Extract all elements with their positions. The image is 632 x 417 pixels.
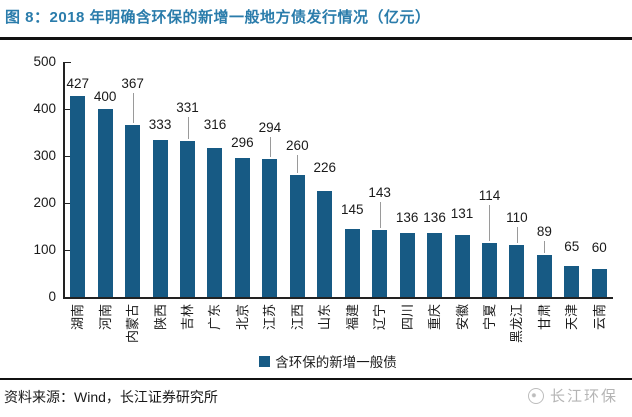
x-axis-label: 北京 <box>234 304 250 331</box>
legend-label: 含环保的新增一般债 <box>275 355 397 370</box>
x-axis-label: 内蒙古 <box>125 304 141 344</box>
label-leader-line <box>269 136 271 157</box>
y-axis-tick-label: 300 <box>33 148 56 163</box>
bar-value-label: 400 <box>93 89 117 104</box>
y-axis-tick-label: 0 <box>48 289 56 304</box>
bar <box>481 243 497 297</box>
bar <box>399 233 415 297</box>
bar-value-label: 143 <box>368 184 391 200</box>
bar <box>536 255 552 297</box>
bar-value-label: 333 <box>148 117 172 133</box>
bar <box>152 140 168 297</box>
bar-value-label: 60 <box>591 239 607 255</box>
x-axis-label: 广东 <box>207 304 223 331</box>
y-axis-tick-label: 100 <box>33 242 56 257</box>
x-axis-label: 宁夏 <box>481 304 497 331</box>
x-axis-label: 山东 <box>317 304 333 331</box>
bar-value-label: 296 <box>231 134 254 150</box>
bar <box>344 228 360 297</box>
bar-value-label: 136 <box>395 210 419 226</box>
bottom-divider <box>0 378 632 380</box>
y-axis-tick <box>65 203 71 204</box>
label-leader-line <box>297 154 299 173</box>
label-leader-line <box>187 117 189 140</box>
x-axis-label: 安徽 <box>454 304 470 331</box>
y-axis-tick <box>65 62 71 63</box>
bar <box>262 158 278 297</box>
bar-value-label: 114 <box>478 188 501 204</box>
label-leader-line <box>544 241 546 254</box>
x-axis-label: 江西 <box>289 304 305 331</box>
x-axis-label: 河南 <box>97 304 113 331</box>
label-leader-line <box>489 205 491 242</box>
y-axis-tick <box>65 156 71 157</box>
x-axis-label: 甘肃 <box>536 304 552 331</box>
y-axis-tick <box>65 109 71 110</box>
brand-logo: 长江环保 <box>527 385 618 406</box>
x-axis-label: 吉林 <box>180 304 196 331</box>
x-axis-label: 湖南 <box>70 304 86 331</box>
bar <box>317 190 333 297</box>
bar-value-label: 331 <box>176 100 199 116</box>
figure-title: 图 8：2018 年明确含环保的新增一般地方债发行情况（亿元） <box>5 9 431 26</box>
top-divider <box>0 37 632 40</box>
bar <box>564 266 580 297</box>
bar-value-label: 131 <box>450 206 474 222</box>
bar <box>180 141 196 297</box>
label-leader-line <box>132 92 134 123</box>
legend-marker <box>259 355 271 367</box>
bar-value-label: 136 <box>423 210 446 226</box>
source-note: 资料来源：Wind，长江证券研究所 <box>4 389 218 405</box>
y-axis-line <box>63 62 65 299</box>
brand-logo-text: 长江环保 <box>549 388 618 405</box>
x-axis-label: 江苏 <box>262 304 278 331</box>
bar-value-label: 316 <box>203 117 227 133</box>
bar <box>125 124 141 297</box>
x-axis-label: 重庆 <box>427 304 443 331</box>
bar <box>70 96 86 297</box>
bar-value-label: 294 <box>258 119 282 135</box>
y-axis-tick <box>65 250 71 251</box>
x-axis-label: 云南 <box>591 304 607 331</box>
bar-value-label: 145 <box>340 201 364 217</box>
bar <box>372 229 388 297</box>
bar <box>427 233 443 297</box>
bar-value-label: 427 <box>66 76 89 92</box>
label-leader-line <box>516 227 518 244</box>
bar-chart: 0 100 200 300 400 500 427 湖南 400 河南 367 内蒙古 333 陕西 331… <box>33 54 613 344</box>
bar <box>591 268 607 297</box>
bar-value-label: 65 <box>564 239 580 255</box>
x-axis-label: 辽宁 <box>372 304 388 331</box>
x-axis-line <box>63 297 613 299</box>
y-axis-tick-label: 400 <box>33 101 56 116</box>
x-axis-label: 福建 <box>344 304 360 331</box>
bar-value-label: 226 <box>313 159 337 175</box>
brand-logo-icon <box>527 387 544 404</box>
x-axis-label: 陕西 <box>152 304 168 331</box>
x-axis-label: 黑龙江 <box>509 304 525 344</box>
bar-value-label: 260 <box>286 137 309 153</box>
label-leader-line <box>379 201 381 228</box>
bar <box>509 245 525 297</box>
bar <box>97 109 113 297</box>
y-axis-tick-label: 500 <box>33 54 56 69</box>
bar <box>289 174 305 297</box>
x-axis-label: 天津 <box>564 304 580 331</box>
x-axis-label: 四川 <box>399 304 415 331</box>
bar-value-label: 110 <box>506 210 528 226</box>
bar <box>207 148 223 297</box>
bar-value-label: 89 <box>536 224 552 240</box>
bar <box>454 235 470 297</box>
chart-legend: 含环保的新增一般债 <box>12 351 632 371</box>
bar <box>234 157 250 297</box>
bar-value-label: 367 <box>121 75 144 91</box>
y-axis-tick-label: 200 <box>33 195 56 210</box>
